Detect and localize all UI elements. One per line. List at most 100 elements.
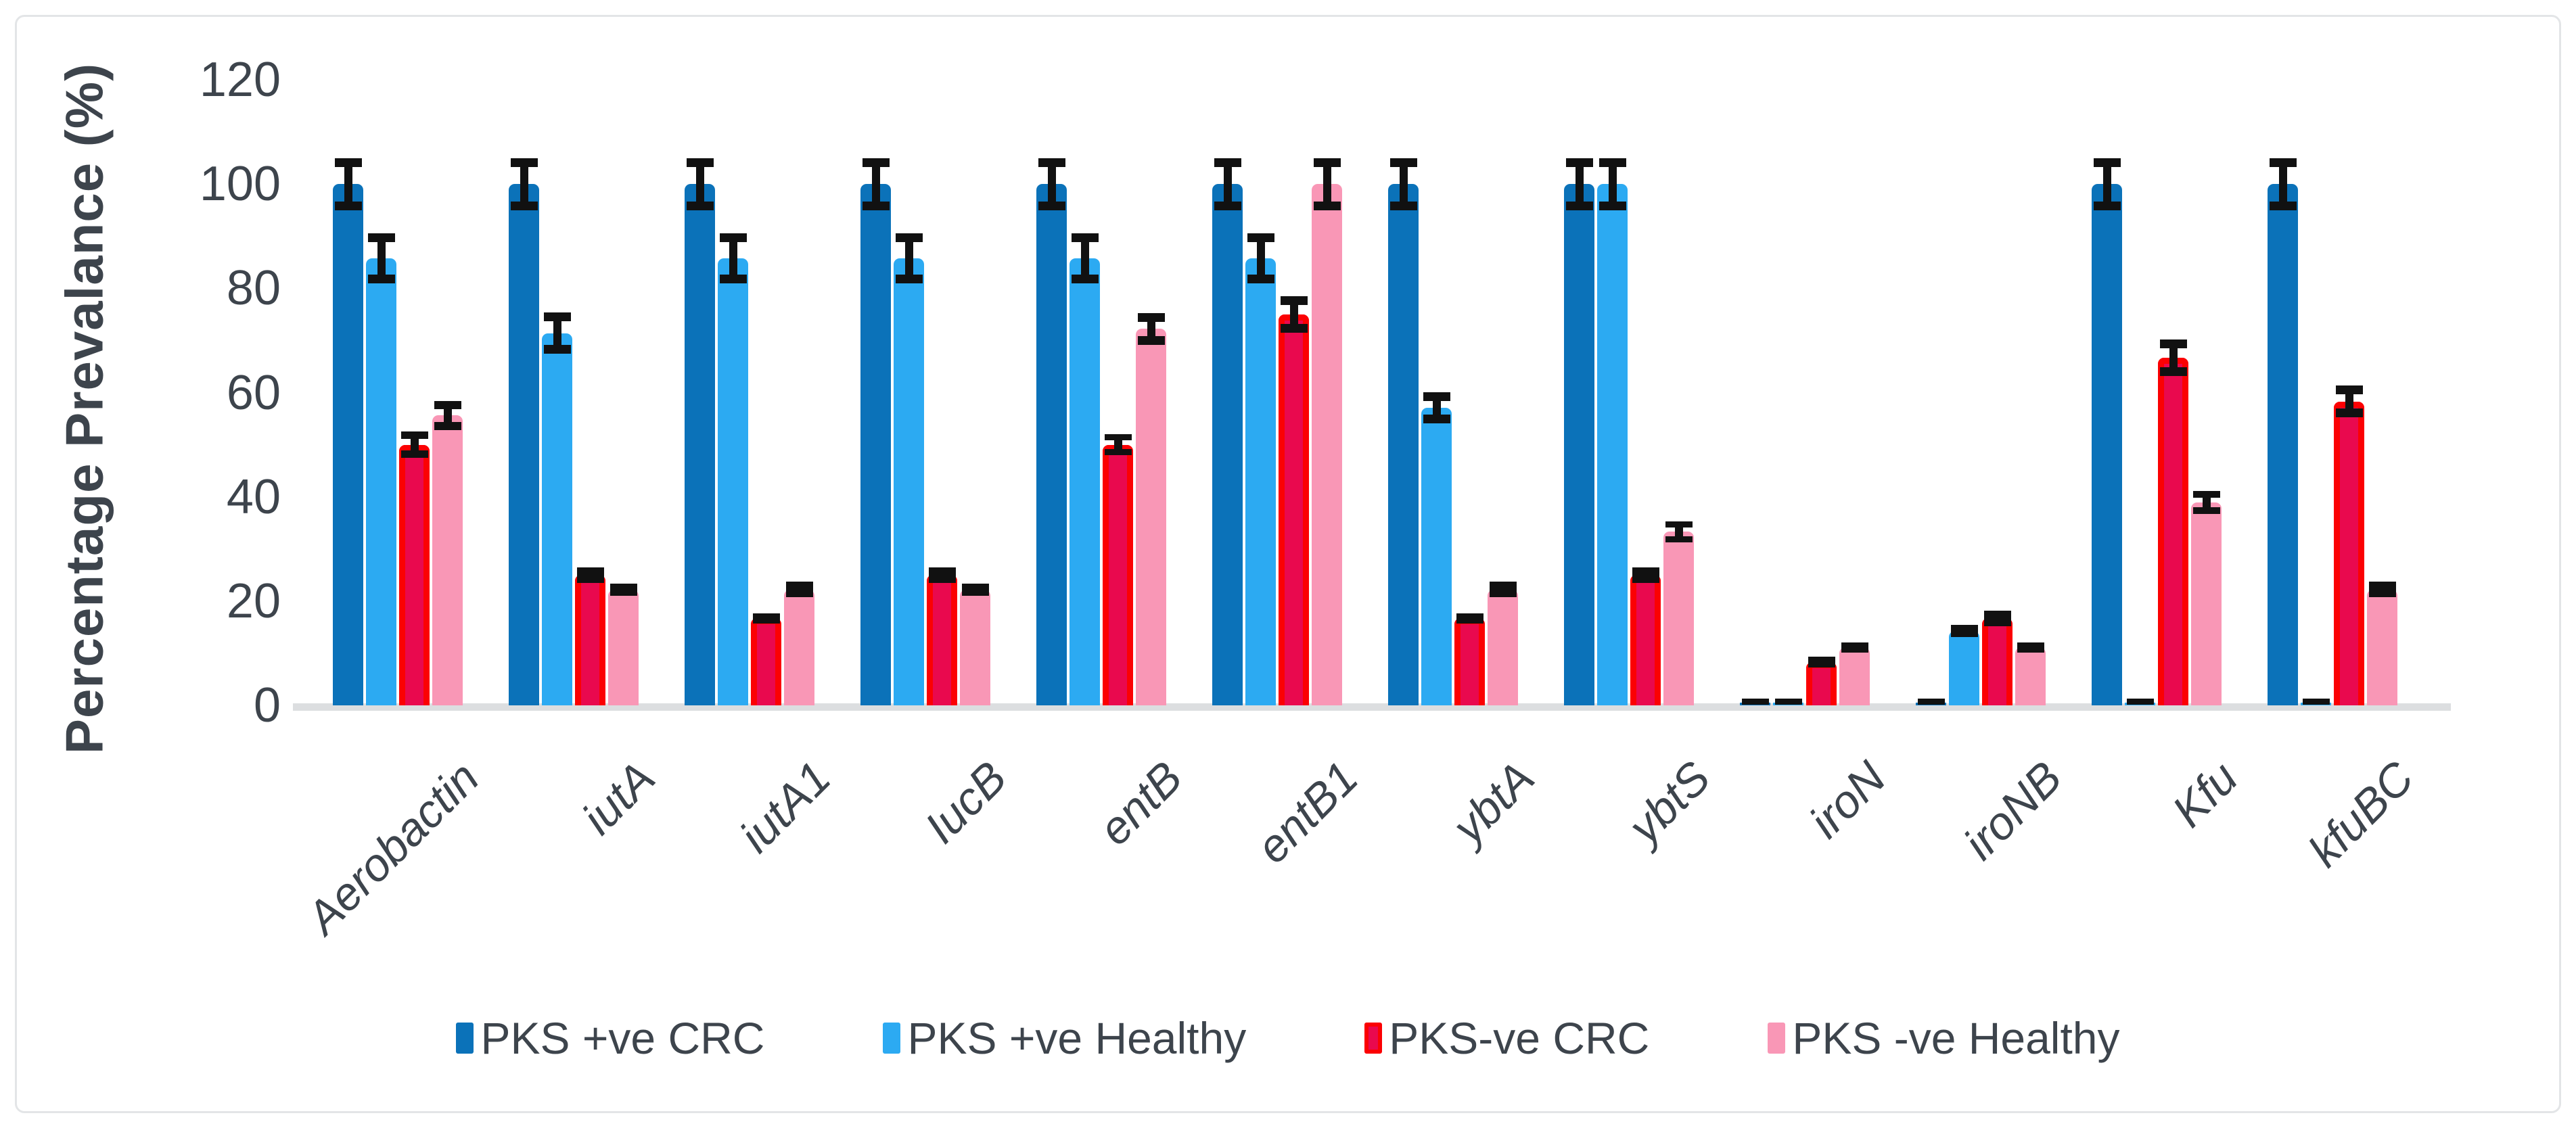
bar-pks-ve-crc-Kfu [2158, 357, 2188, 705]
bar-slot [685, 80, 715, 705]
bar-group-entB [1036, 80, 1166, 705]
bar-pks-ve-crc-iutA [575, 575, 605, 705]
bar-slot [1036, 80, 1067, 705]
bar-pks-+ve-crc-IucB [860, 184, 891, 705]
bar-slot [1136, 80, 1166, 705]
error-bar [2302, 699, 2330, 705]
bar-group-ybtA [1388, 80, 1518, 705]
bar-group-iroNB [1916, 80, 2046, 705]
y-tick-label: 120 [199, 53, 281, 107]
bar-slot [2092, 80, 2122, 705]
bar-pks-+ve-crc-entB1 [1212, 184, 1243, 705]
error-bar [1137, 313, 1165, 345]
bar-pks--ve-healthy-iutA [608, 589, 639, 705]
bar-slot [1488, 80, 1518, 705]
error-bar [543, 312, 571, 354]
bar-pks-+ve-healthy-ybtS [1597, 184, 1628, 705]
legend-label: PKS +ve Healthy [907, 1013, 1247, 1063]
bar-slot [1312, 80, 1342, 705]
bar-slot [1982, 80, 2013, 705]
error-bar [1983, 610, 2011, 626]
x-tick-label-IucB: IucB [915, 751, 1017, 853]
x-tick-label-kfuBC: kfuBC [2298, 751, 2424, 877]
x-tick-label-entB: entB [1088, 751, 1193, 855]
error-bar [785, 582, 813, 598]
bar-slot [1806, 80, 1837, 705]
bar-pks-+ve-crc-ybtS [1564, 184, 1594, 705]
bar-group-ybtS [1564, 80, 1694, 705]
error-bar [400, 431, 428, 458]
bar-pks--ve-healthy-ybtS [1663, 532, 1694, 705]
bar-pks--ve-healthy-entB1 [1312, 184, 1342, 705]
bar-slot [751, 80, 781, 705]
error-bar [1280, 296, 1308, 333]
error-bar [1665, 521, 1693, 542]
error-bar [1808, 657, 1835, 667]
error-bar [367, 233, 395, 284]
error-bar [1565, 158, 1593, 210]
x-tick-label-Aerobactin: Aerobactin [296, 751, 489, 944]
x-tick-label-iutA1: iutA1 [730, 751, 841, 863]
bar-group-Kfu [2092, 80, 2222, 705]
x-tick-label-iroNB: iroNB [1954, 751, 2072, 870]
legend-label: PKS +ve CRC [480, 1013, 765, 1063]
bar-pks-+ve-crc-ybtA [1388, 184, 1419, 705]
bar-slot [2301, 80, 2331, 705]
x-axis-line [293, 703, 2451, 711]
error-bar [1456, 613, 1484, 624]
bar-slot [1421, 80, 1452, 705]
y-tick-label: 20 [226, 573, 281, 628]
bar-pks-ve-crc-iutA1 [751, 618, 781, 705]
error-bar [1247, 233, 1274, 284]
error-bar [510, 158, 538, 210]
error-bar [2192, 491, 2220, 515]
bar-slot [1773, 80, 1803, 705]
error-bar [1741, 699, 1769, 705]
legend-item-pks-neg-healthy: PKS -ve Healthy [1768, 1012, 2120, 1064]
error-bar [686, 158, 714, 210]
bar-slot [542, 80, 572, 705]
error-bar [2093, 158, 2121, 210]
error-bar [1774, 699, 1802, 705]
error-bar [1950, 624, 1978, 638]
error-bar [1423, 392, 1450, 423]
bar-group-iroN [1740, 80, 1870, 705]
bar-slot [1663, 80, 1694, 705]
legend-label: PKS -ve Healthy [1792, 1013, 2120, 1063]
bar-slot [399, 80, 430, 705]
bar-pks-+ve-healthy-entB [1070, 258, 1100, 705]
bar-slot [2191, 80, 2222, 705]
bar-group-iutA [509, 80, 639, 705]
error-bar [719, 233, 747, 284]
error-bar [2269, 158, 2297, 210]
bar-slot [2125, 80, 2155, 705]
error-bar [1313, 158, 1341, 210]
error-bar [1632, 567, 1659, 583]
bar-slot [2334, 80, 2364, 705]
error-bar [862, 158, 890, 210]
bar-pks-+ve-healthy-entB1 [1245, 258, 1276, 705]
bar-slot [1597, 80, 1628, 705]
bar-pks-ve-crc-Aerobactin [399, 444, 430, 705]
x-tick-label-ybtA: ybtA [1442, 751, 1544, 853]
bar-pks-ve-crc-kfuBC [2334, 401, 2364, 705]
legend-item-pks-pos-crc: PKS +ve CRC [456, 1012, 764, 1064]
bar-pks-+ve-crc-iutA [509, 184, 539, 705]
error-bar [2368, 582, 2396, 598]
error-bar [1917, 699, 1945, 705]
error-bar [1214, 158, 1241, 210]
bar-slot [432, 80, 463, 705]
bar-pks-+ve-crc-Kfu [2092, 184, 2122, 705]
error-bar [2017, 642, 2044, 653]
x-tick-label-entB1: entB1 [1247, 751, 1368, 874]
bar-pks--ve-healthy-kfuBC [2367, 589, 2397, 705]
error-bar [1489, 582, 1517, 598]
bar-slot [1949, 80, 1979, 705]
chart-frame: Percentage Prevalance (%) PKS +ve CRC PK… [15, 15, 2561, 1113]
bar-slot [1388, 80, 1419, 705]
legend-swatch-pks-neg-healthy [1768, 1023, 1786, 1054]
y-axis-title: Percentage Prevalance (%) [54, 62, 114, 755]
legend-swatch-pks-pos-healthy [883, 1023, 901, 1054]
bar-pks-ve-crc-entB [1103, 444, 1133, 705]
legend-item-pks-neg-crc: PKS-ve CRC [1364, 1012, 1649, 1064]
